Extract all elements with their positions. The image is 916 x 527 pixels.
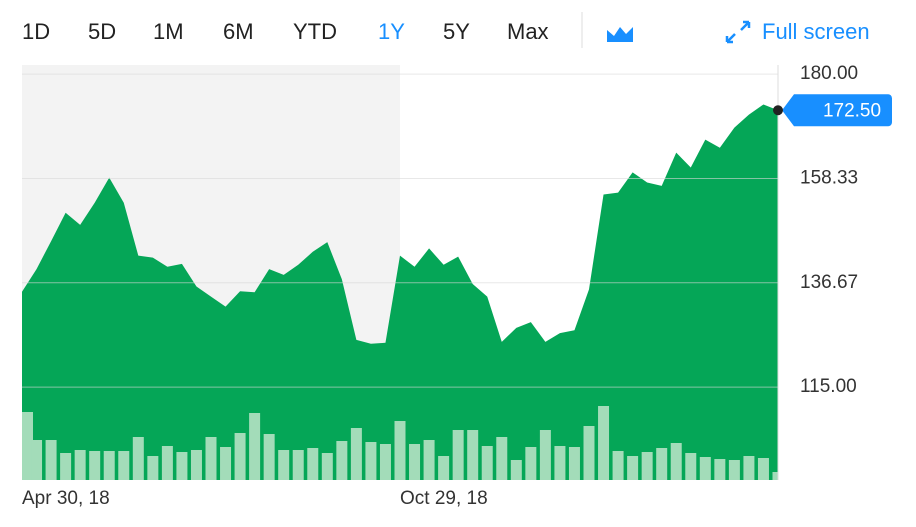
volume-bar — [641, 452, 653, 480]
volume-bar — [757, 458, 769, 480]
volume-bar — [278, 450, 290, 480]
volume-bar — [103, 451, 115, 480]
volume-bar — [234, 433, 246, 480]
volume-bar — [409, 444, 421, 480]
x-tick-label: Oct 29, 18 — [400, 488, 488, 509]
y-tick-label: 158.33 — [800, 167, 858, 188]
volume-bar — [379, 444, 391, 480]
volume-bar — [423, 440, 435, 480]
volume-bar — [510, 460, 522, 480]
volume-bar — [74, 450, 86, 480]
area-icon — [607, 27, 633, 42]
volume-bar — [190, 450, 202, 480]
volume-bar — [45, 440, 57, 480]
volume-bar — [321, 453, 333, 480]
volume-bar — [161, 446, 173, 480]
range-button[interactable]: YTD — [293, 19, 337, 44]
volume-bar — [60, 453, 72, 480]
volume-bar — [89, 451, 101, 480]
volume-bar — [496, 437, 508, 480]
x-tick-label: Apr 30, 18 — [22, 488, 110, 509]
volume-bar — [365, 442, 377, 480]
volume-bar — [132, 437, 144, 480]
volume-bar — [699, 457, 711, 480]
volume-bar — [438, 456, 450, 480]
volume-bar — [554, 446, 566, 480]
fullscreen-icon[interactable] — [725, 20, 751, 44]
volume-bar — [22, 412, 33, 480]
range-button[interactable]: 1D — [22, 19, 50, 44]
volume-bar — [568, 447, 580, 480]
fullscreen-button[interactable]: Full screen — [762, 19, 870, 44]
volume-bar — [743, 456, 755, 480]
volume-bar — [307, 448, 319, 480]
volume-bar — [772, 472, 778, 480]
range-button[interactable]: Max — [507, 19, 549, 44]
volume-bar — [525, 447, 537, 480]
volume-bar — [714, 459, 726, 480]
volume-bar — [292, 450, 304, 480]
y-tick-label: 180.00 — [800, 63, 858, 84]
volume-bar — [598, 406, 610, 480]
last-value-label: 172.50 — [823, 100, 881, 121]
range-button[interactable]: 6M — [223, 19, 254, 44]
volume-bar — [452, 430, 464, 480]
volume-bar — [728, 460, 740, 480]
range-button[interactable]: 5D — [88, 19, 116, 44]
volume-bar — [583, 426, 595, 480]
volume-bar — [205, 437, 217, 480]
volume-bar — [176, 452, 188, 480]
volume-bar — [685, 453, 697, 480]
y-tick-label: 136.67 — [800, 272, 858, 293]
price-area — [22, 104, 778, 480]
range-button[interactable]: 1Y — [378, 19, 405, 44]
range-button[interactable]: 5Y — [443, 19, 470, 44]
volume-bar — [263, 434, 275, 480]
volume-bar — [656, 448, 668, 480]
chart-type-icon[interactable] — [607, 27, 633, 42]
expand-arrows — [725, 20, 751, 44]
volume-bar — [481, 446, 493, 480]
last-point — [773, 105, 783, 116]
last-value-badge — [782, 94, 892, 127]
volume-bar — [249, 413, 261, 480]
volume-bar — [350, 428, 362, 480]
volume-bar — [118, 451, 130, 480]
volume-bar — [147, 456, 159, 480]
volume-bar — [336, 441, 348, 480]
volume-bar — [467, 430, 479, 480]
volume-bar — [31, 440, 43, 480]
volume-bar — [220, 447, 232, 480]
volume-bar — [612, 451, 624, 480]
volume-bar — [539, 430, 551, 480]
volume-bar — [627, 456, 639, 480]
range-button[interactable]: 1M — [153, 19, 184, 44]
y-tick-label: 115.00 — [800, 376, 857, 397]
volume-bar — [394, 421, 406, 480]
volume-bar — [670, 443, 682, 480]
